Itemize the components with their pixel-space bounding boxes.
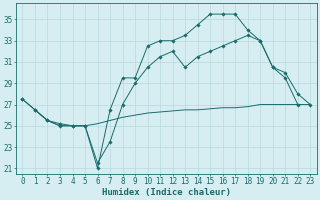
X-axis label: Humidex (Indice chaleur): Humidex (Indice chaleur) xyxy=(102,188,231,197)
